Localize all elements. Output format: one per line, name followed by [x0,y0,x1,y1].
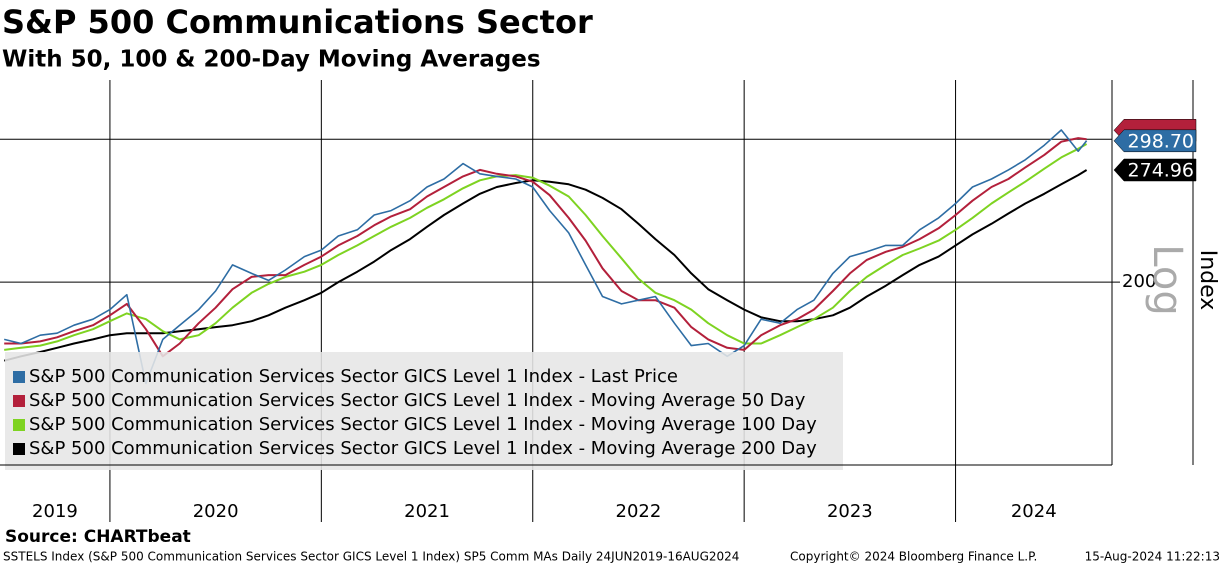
legend-box [5,352,843,470]
series-line [4,129,1088,385]
legend: S&P 500 Communication Services Sector GI… [13,366,817,459]
badges: 298.70 274.96 [1113,119,1197,182]
x-tick-label: 2023 [827,501,873,522]
x-tick-label: 2021 [404,501,450,522]
legend-swatch [13,419,25,431]
series-line [3,169,1088,362]
x-tick-label: 2019 [32,501,78,522]
scale-label: Log [1144,244,1190,315]
x-tick-label: 2022 [616,501,662,522]
legend-swatch [13,443,25,455]
legend-label: S&P 500 Communication Services Sector GI… [29,366,678,387]
series-line [4,143,1088,351]
footer-left: SSTELS Index (S&P 500 Communication Serv… [3,550,739,564]
chart-subtitle: With 50, 100 & 200-Day Moving Averages [2,47,541,73]
footer-right: 15-Aug-2024 11:22:13 [1085,550,1220,564]
last-value-label: 274.96 [1128,159,1194,181]
chart-title: S&P 500 Communications Sector [2,3,593,41]
legend-label: S&P 500 Communication Services Sector GI… [29,414,817,435]
source: Source: CHARTbeat [5,527,191,547]
legend-label: S&P 500 Communication Services Sector GI… [29,390,806,411]
legend-label: S&P 500 Communication Services Sector GI… [29,438,817,459]
last-value-label: 298.70 [1128,130,1194,152]
legend-swatch [13,371,25,383]
x-tick-label: 2024 [1011,501,1057,522]
y-tick-label: 200 [1122,271,1156,292]
plot [3,129,1088,385]
legend-swatch [13,395,25,407]
footer-center: Copyright© 2024 Bloomberg Finance L.P. [790,550,1037,564]
series-line [4,137,1087,358]
last-value-badge [1113,129,1197,153]
y-axis-label: Index [1195,250,1220,311]
x-tick-label: 2020 [193,501,239,522]
last-value-badge [1113,158,1197,182]
